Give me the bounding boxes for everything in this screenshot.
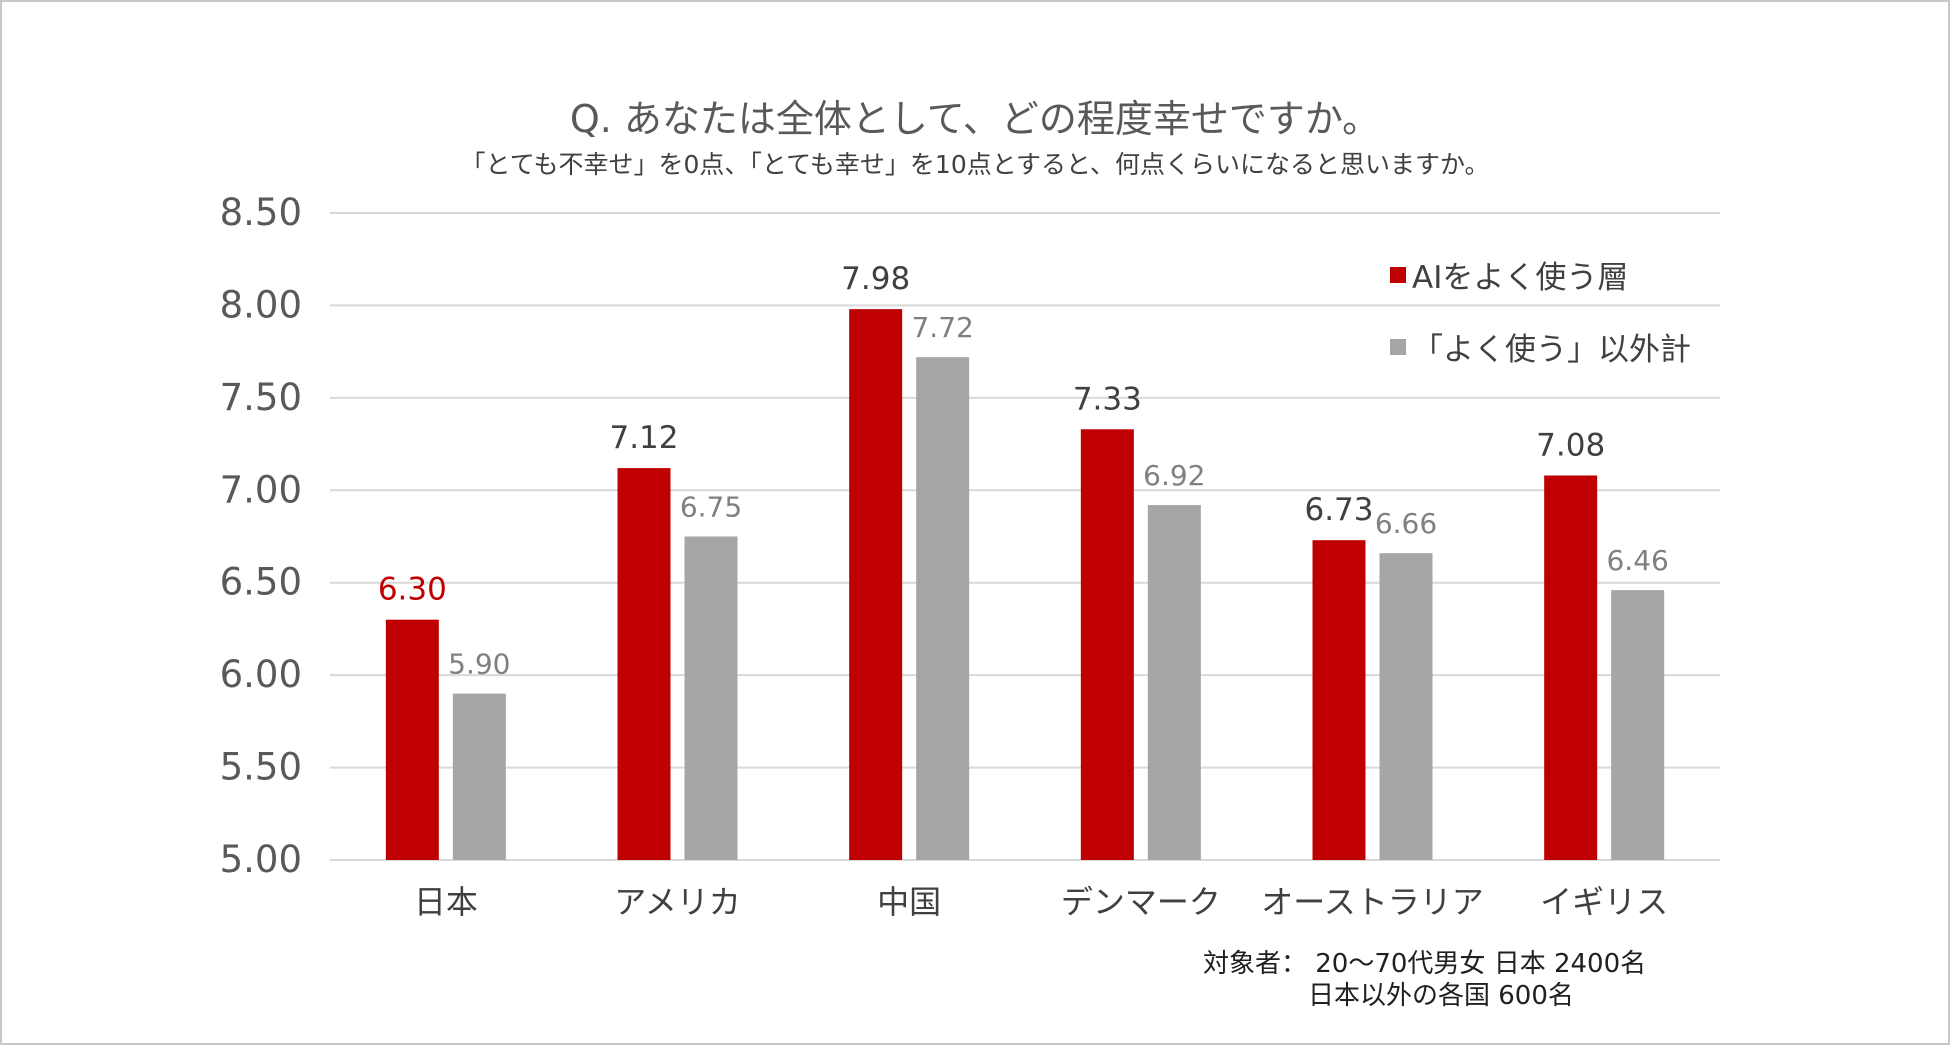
x-category-label: 中国	[877, 883, 941, 921]
data-label-series-1: 6.30	[378, 572, 447, 608]
bar-series-2	[684, 536, 738, 860]
x-category-label: アメリカ	[614, 883, 740, 921]
bar-series-1	[617, 468, 671, 860]
data-label-series-2: 5.90	[448, 648, 510, 681]
data-label-series-1: 7.08	[1536, 427, 1605, 463]
x-category-label: イギリス	[1540, 883, 1668, 921]
bar-series-1	[385, 619, 439, 860]
bar-series-2	[1379, 553, 1433, 860]
data-label-series-2: 6.75	[680, 491, 742, 524]
y-tick-label: 7.00	[220, 468, 302, 511]
legend-swatch-series-1	[1390, 266, 1406, 283]
bar-series-1	[1312, 540, 1366, 860]
x-category-label: 日本	[414, 883, 478, 921]
data-label-series-2: 7.72	[911, 311, 973, 344]
bar-series-2	[1147, 505, 1201, 860]
data-label-series-2: 6.66	[1375, 507, 1437, 540]
y-tick-label: 8.00	[220, 283, 302, 326]
bar-series-2	[916, 357, 970, 860]
bar-series-1	[849, 309, 903, 860]
y-tick-label: 5.00	[220, 838, 302, 881]
y-tick-label: 6.50	[220, 561, 302, 604]
y-tick-label: 7.50	[220, 376, 302, 419]
data-label-series-1: 6.73	[1304, 492, 1373, 528]
y-tick-label: 8.50	[220, 191, 302, 234]
y-tick-label: 6.00	[220, 653, 302, 696]
data-label-series-2: 6.46	[1606, 544, 1668, 577]
data-label-series-1: 7.98	[841, 261, 910, 297]
bar-series-2	[452, 693, 506, 860]
legend-swatch-series-2	[1390, 338, 1406, 355]
data-label-series-1: 7.12	[609, 420, 678, 456]
legend-item-series-1: AIをよく使う層	[1390, 252, 1628, 297]
data-label-series-2: 6.92	[1143, 459, 1205, 492]
legend-label-series-1: AIをよく使う層	[1412, 260, 1629, 296]
sample-note-line-1: 対象者： 20～70代男女 日本 2400名	[1203, 949, 1647, 979]
data-label-series-1: 7.33	[1073, 381, 1142, 417]
bar-series-1	[1544, 475, 1598, 860]
y-tick-label: 5.50	[220, 746, 302, 789]
x-category-label: デンマーク	[1061, 883, 1221, 921]
bar-series-2	[1611, 590, 1665, 860]
bar-series-1	[1080, 429, 1134, 860]
legend-item-series-2: 「よく使う」以外計	[1390, 324, 1691, 369]
legend-label-series-2: 「よく使う」以外計	[1412, 332, 1691, 368]
x-category-label: オーストラリア	[1261, 883, 1483, 921]
sample-note-line-2: 日本以外の各国 600名	[1308, 981, 1574, 1011]
chart-title: Q. あなたは全体として、どの程度幸せですか。	[569, 97, 1381, 141]
chart-subtitle: 「とても不幸せ」を0点、「とても幸せ」を10点とすると、何点くらいになると思いま…	[460, 150, 1490, 179]
